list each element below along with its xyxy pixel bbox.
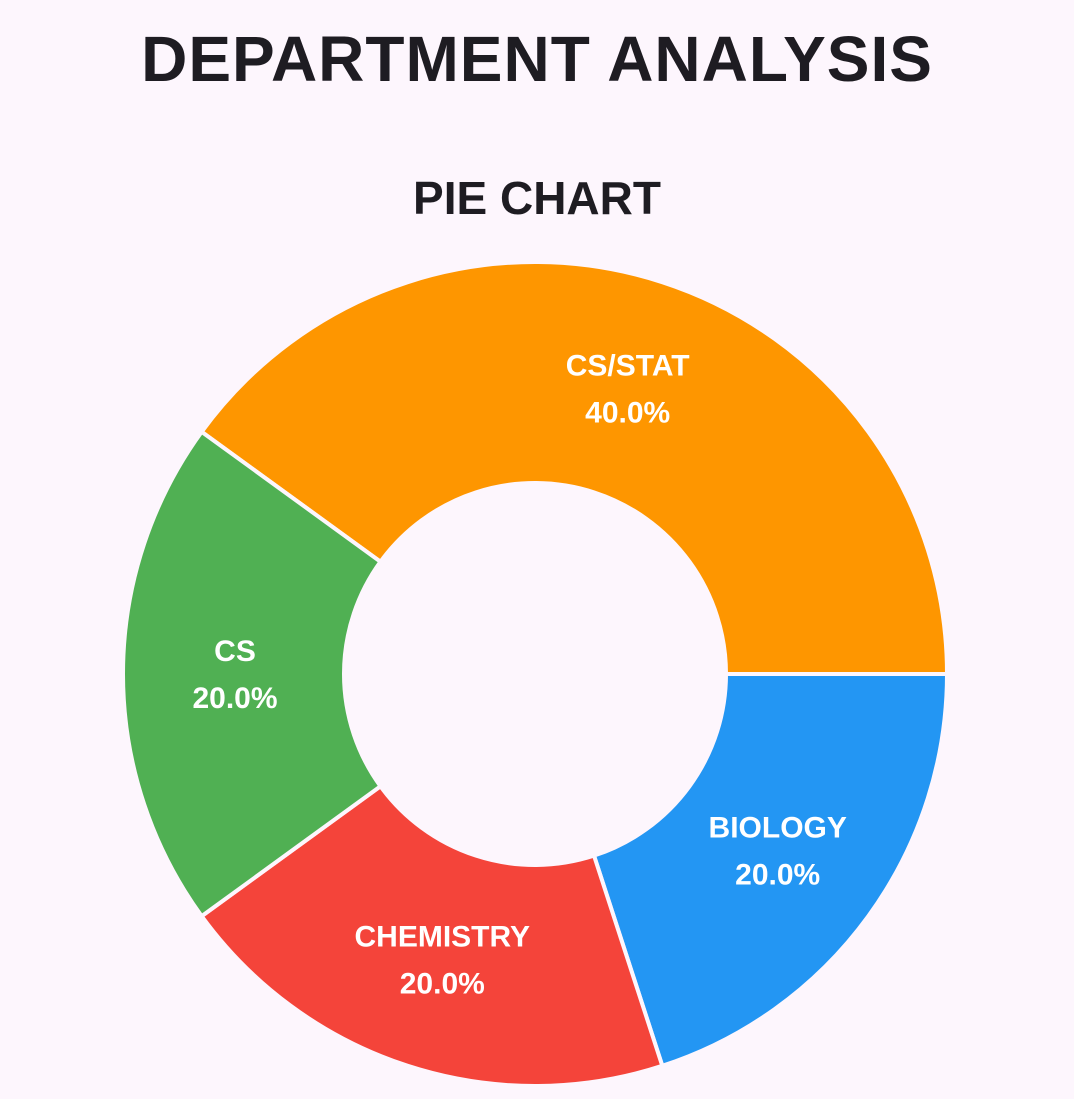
- slice-value-chemistry: 20.0%: [400, 967, 485, 1000]
- slice-cs: [121, 429, 384, 919]
- slice-value-biology: 20.0%: [735, 858, 820, 891]
- chart-title: PIE CHART: [413, 172, 661, 224]
- slices-group: [121, 260, 950, 1088]
- labels-group: CS/STAT 40.0% BIOLOGY 20.0% CHEMISTRY 20.0% CS…: [192, 350, 846, 1001]
- slice-cs-stat: [198, 260, 950, 676]
- slice-value-cs: 20.0%: [192, 682, 277, 715]
- slice-chemistry: [198, 783, 665, 1088]
- slice-value-cs-stat: 40.0%: [585, 397, 670, 430]
- slice-label-cs-stat: CS/STAT: [566, 350, 690, 383]
- page-title: DEPARTMENT ANALYSIS: [141, 23, 933, 95]
- slice-label-cs: CS: [214, 635, 256, 668]
- slice-label-chemistry: CHEMISTRY: [355, 920, 531, 953]
- slice-label-biology: BIOLOGY: [709, 811, 847, 844]
- slice-biology: [591, 672, 950, 1069]
